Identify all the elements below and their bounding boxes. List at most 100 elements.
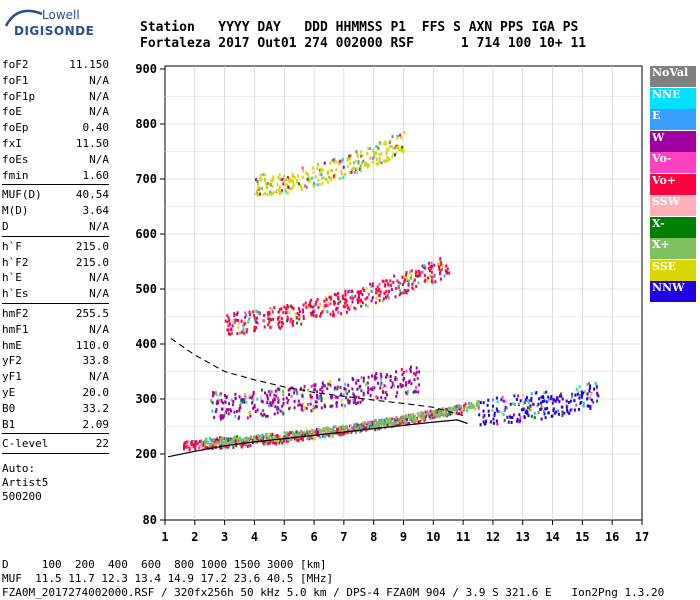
echo-point: [375, 395, 378, 399]
echo-point: [469, 406, 472, 410]
echo-point: [349, 154, 352, 158]
echo-point: [355, 427, 358, 431]
echo-point: [351, 300, 354, 304]
echo-point: [217, 398, 220, 402]
echo-point: [331, 435, 334, 439]
echo-point: [334, 425, 337, 429]
echo-point: [379, 142, 382, 146]
echo-point: [586, 397, 589, 401]
echo-point: [375, 376, 378, 380]
echo-point: [389, 417, 391, 421]
echo-point: [242, 328, 245, 332]
echo-point: [365, 383, 368, 387]
echo-point: [363, 376, 365, 380]
echo-point: [430, 270, 433, 274]
echo-point: [279, 438, 282, 442]
echo-point: [316, 394, 318, 397]
echo-point: [212, 444, 214, 448]
param-key: yE: [2, 385, 16, 399]
echo-point: [277, 407, 280, 411]
echo-point: [557, 412, 560, 416]
echo-point: [404, 278, 407, 282]
echo-point: [419, 415, 422, 418]
echo-point: [184, 441, 187, 445]
param-key: B1: [2, 417, 16, 431]
param-key: foF1p: [2, 89, 36, 103]
echo-point: [255, 435, 258, 439]
echo-point: [510, 421, 513, 424]
echo-point: [379, 423, 382, 427]
echo-point: [523, 401, 526, 405]
echo-point: [409, 367, 412, 371]
echo-point: [544, 407, 547, 411]
echo-point: [381, 390, 384, 394]
echo-point: [235, 318, 238, 322]
echo-point: [183, 447, 185, 451]
echo-point: [595, 388, 598, 392]
echo-point: [193, 440, 196, 444]
echo-point: [275, 394, 278, 398]
echo-point: [546, 406, 549, 410]
echo-point: [288, 393, 290, 396]
echo-point: [384, 283, 387, 287]
echo-point: [307, 388, 310, 392]
echo-point: [400, 385, 403, 389]
echo-point: [366, 152, 369, 156]
echo-point: [296, 321, 299, 325]
echo-point: [327, 180, 330, 184]
echo-point: [240, 398, 243, 402]
echo-point: [571, 395, 574, 399]
echo-point: [348, 170, 351, 174]
echo-point: [376, 396, 379, 400]
echo-point: [301, 438, 304, 442]
echo-point: [245, 328, 248, 332]
echo-point: [487, 398, 490, 402]
echo-point: [456, 409, 459, 412]
echo-point: [360, 299, 362, 303]
echo-point: [227, 332, 230, 336]
echo-point: [424, 415, 427, 418]
echo-point: [314, 400, 317, 404]
echo-point: [503, 418, 506, 422]
echo-point: [269, 317, 271, 321]
echo-point: [479, 423, 482, 427]
footer-distance-row: D 100 200 400 600 800 1000 1500 3000 [km…: [2, 558, 327, 571]
y-tick-label: 900: [135, 62, 157, 76]
echo-point: [270, 403, 273, 407]
echo-point: [359, 165, 362, 169]
echo-point: [545, 400, 548, 404]
echo-point: [348, 430, 351, 434]
echo-point: [560, 394, 563, 398]
echo-point: [537, 411, 540, 415]
echo-point: [364, 426, 367, 430]
echo-point: [302, 303, 305, 307]
echo-point: [234, 396, 237, 400]
echo-point: [231, 320, 234, 324]
echo-point: [388, 419, 391, 423]
echo-point: [389, 283, 392, 287]
echo-point: [277, 387, 280, 391]
echo-point: [346, 392, 349, 396]
echo-point: [309, 402, 312, 406]
echo-point: [216, 399, 219, 403]
echo-point: [356, 387, 359, 391]
echo-point: [329, 431, 332, 434]
echo-point: [383, 159, 385, 163]
echo-point: [496, 422, 499, 426]
echo-point: [288, 186, 291, 190]
echo-point: [300, 186, 303, 190]
echo-point: [351, 377, 354, 380]
echo-point: [310, 409, 313, 413]
echo-point: [527, 406, 529, 410]
param-fmin: fmin 1.60: [2, 168, 109, 184]
echo-point: [238, 415, 241, 419]
echo-point: [256, 408, 259, 412]
echo-point: [244, 392, 246, 396]
echo-point: [367, 388, 370, 392]
echo-point: [266, 395, 269, 399]
echo-point: [347, 306, 350, 310]
echo-point: [443, 414, 446, 418]
echo-point: [281, 404, 284, 408]
echo-point: [412, 390, 415, 394]
echo-point: [212, 391, 215, 394]
